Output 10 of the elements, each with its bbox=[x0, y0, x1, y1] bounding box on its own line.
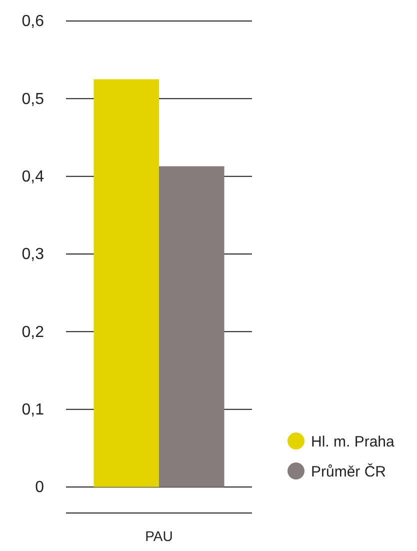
x-tick-label: PAU bbox=[145, 528, 173, 544]
legend-label: Hl. m. Praha bbox=[311, 434, 396, 450]
y-tick-label: 0,3 bbox=[22, 246, 44, 264]
legend-label: Průměr ČR bbox=[311, 462, 386, 480]
y-tick-label: 0,1 bbox=[22, 401, 44, 418]
y-tick-label: 0,5 bbox=[22, 90, 44, 108]
y-tick-label: 0,6 bbox=[22, 13, 44, 30]
y-tick-label: 0 bbox=[35, 479, 44, 496]
y-tick-label: 0,4 bbox=[22, 168, 44, 186]
y-tick-label: 0,2 bbox=[22, 324, 44, 341]
